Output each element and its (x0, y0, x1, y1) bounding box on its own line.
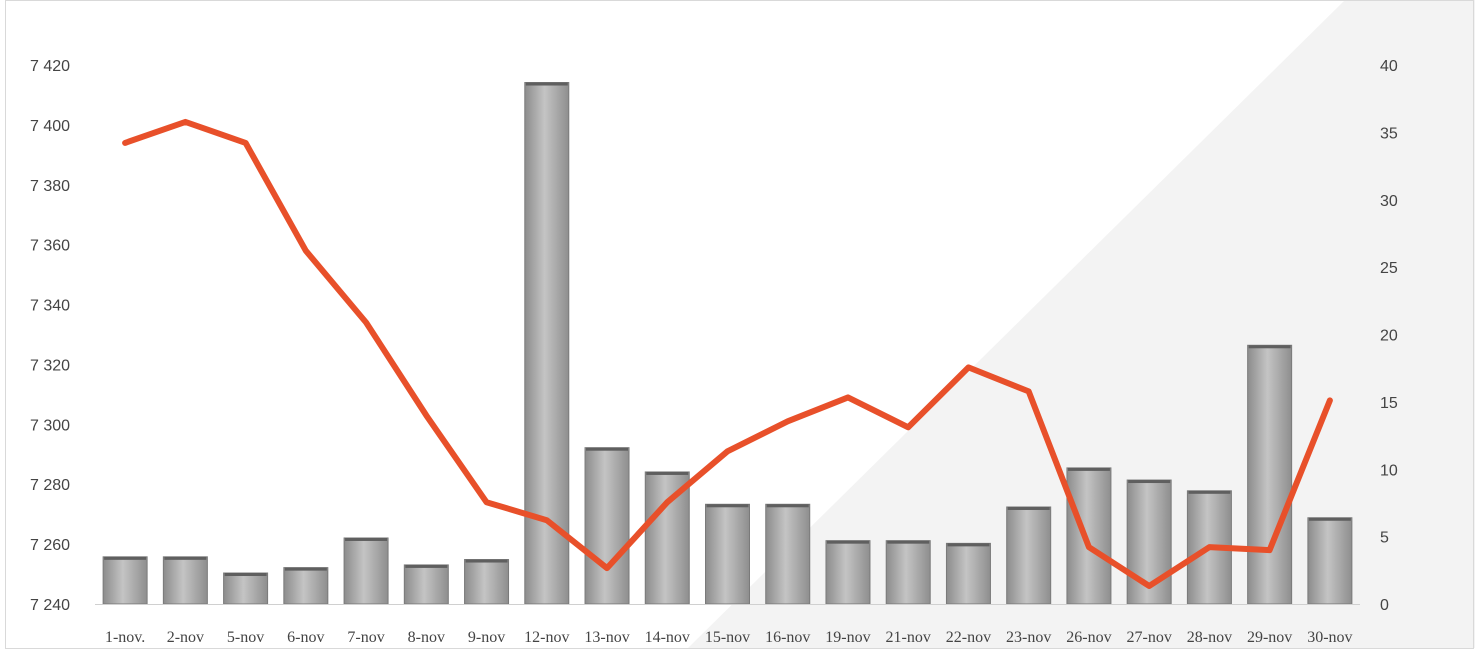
x-axis-tick-label: 1-nov. (105, 629, 145, 646)
x-axis-tick-label: 16-nov (765, 629, 810, 646)
bar (404, 565, 448, 604)
x-axis-tick-label: 23-nov (1006, 629, 1051, 646)
bar-top-edge (586, 448, 628, 451)
x-axis-tick-label: 29-nov (1247, 629, 1292, 646)
bar (886, 541, 930, 604)
bar-top-edge (1188, 491, 1230, 494)
bar (1308, 518, 1352, 604)
left-axis-tick-label: 7 340 (30, 298, 70, 315)
left-axis: 7 240 7 260 7 280 7 300 7 320 7 340 7 360 7 380… (30, 58, 70, 614)
x-axis-tick-label: 19-nov (825, 629, 870, 646)
left-axis-tick-label: 7 420 (30, 58, 70, 75)
left-axis-tick-label: 7 400 (30, 118, 70, 135)
bar (706, 504, 750, 604)
bar (224, 573, 268, 604)
right-axis-tick-label: 25 (1380, 260, 1398, 277)
left-axis-tick-label: 7 300 (30, 417, 70, 434)
left-axis-tick-label: 7 260 (30, 537, 70, 554)
right-axis-tick-label: 30 (1380, 193, 1398, 210)
x-axis-tick-label: 15-nov (705, 629, 750, 646)
bar-top-edge (887, 541, 929, 544)
x-axis-tick-label: 22-nov (946, 629, 991, 646)
x-axis-tick-label: 30-nov (1307, 629, 1352, 646)
right-axis-tick-label: 35 (1380, 125, 1398, 142)
x-axis-tick-label: 13-nov (584, 629, 629, 646)
x-axis-tick-label: 28-nov (1187, 629, 1232, 646)
right-axis-tick-label: 5 (1380, 530, 1389, 547)
bar (1067, 468, 1111, 604)
left-axis-tick-label: 7 320 (30, 357, 70, 374)
bar-top-edge (767, 504, 809, 507)
bar-top-edge (1068, 468, 1110, 471)
left-axis-tick-label: 7 280 (30, 477, 70, 494)
right-axis-tick-label: 10 (1380, 462, 1398, 479)
left-axis-tick-label: 7 360 (30, 238, 70, 255)
bar-top-edge (405, 565, 447, 568)
bar-top-edge (947, 543, 989, 546)
bar (826, 541, 870, 604)
left-axis-tick-label: 7 240 (30, 597, 70, 614)
right-axis-tick-label: 15 (1380, 395, 1398, 412)
x-axis-tick-label: 6-nov (287, 629, 324, 646)
bar (465, 560, 509, 604)
bar (344, 538, 388, 604)
bar-top-edge (164, 557, 206, 560)
right-axis-tick-label: 40 (1380, 58, 1398, 75)
x-axis-tick-label: 7-nov (347, 629, 384, 646)
x-axis-tick-label: 21-nov (886, 629, 931, 646)
bar (525, 83, 569, 604)
bar-top-edge (285, 568, 327, 571)
bar-top-edge (466, 560, 508, 563)
bar (585, 448, 629, 604)
bar-top-edge (345, 538, 387, 541)
bar (766, 504, 810, 604)
bar-top-edge (526, 83, 568, 86)
x-axis-tick-label: 5-nov (227, 629, 264, 646)
bar (1248, 345, 1292, 604)
bar-top-edge (827, 541, 869, 544)
bar (284, 568, 328, 604)
bar-top-edge (225, 573, 267, 576)
x-axis-tick-label: 14-nov (645, 629, 690, 646)
x-axis-tick-label: 26-nov (1066, 629, 1111, 646)
x-axis-tick-label: 12-nov (524, 629, 569, 646)
bar (163, 557, 207, 604)
bar-top-edge (104, 557, 146, 560)
x-axis-tick-label: 9-nov (468, 629, 505, 646)
bar-top-edge (1309, 518, 1351, 521)
x-axis-tick-label: 8-nov (408, 629, 445, 646)
right-axis-tick-label: 0 (1380, 597, 1389, 614)
right-axis-tick-label: 20 (1380, 328, 1398, 345)
x-axis-tick-label: 2-nov (167, 629, 204, 646)
bar-top-edge (707, 504, 749, 507)
x-axis: 1-nov. 2-nov 5-nov 6-nov 7-nov 8-nov 9-nov 12-n… (105, 629, 1353, 646)
bar-top-edge (1008, 507, 1050, 510)
bar (103, 557, 147, 604)
bar (1007, 507, 1051, 604)
bar-top-edge (1128, 480, 1170, 483)
bar-top-edge (646, 472, 688, 475)
left-axis-tick-label: 7 380 (30, 178, 70, 195)
x-axis-tick-label: 27-nov (1127, 629, 1172, 646)
bar-top-edge (1249, 345, 1291, 348)
bar (946, 543, 990, 604)
